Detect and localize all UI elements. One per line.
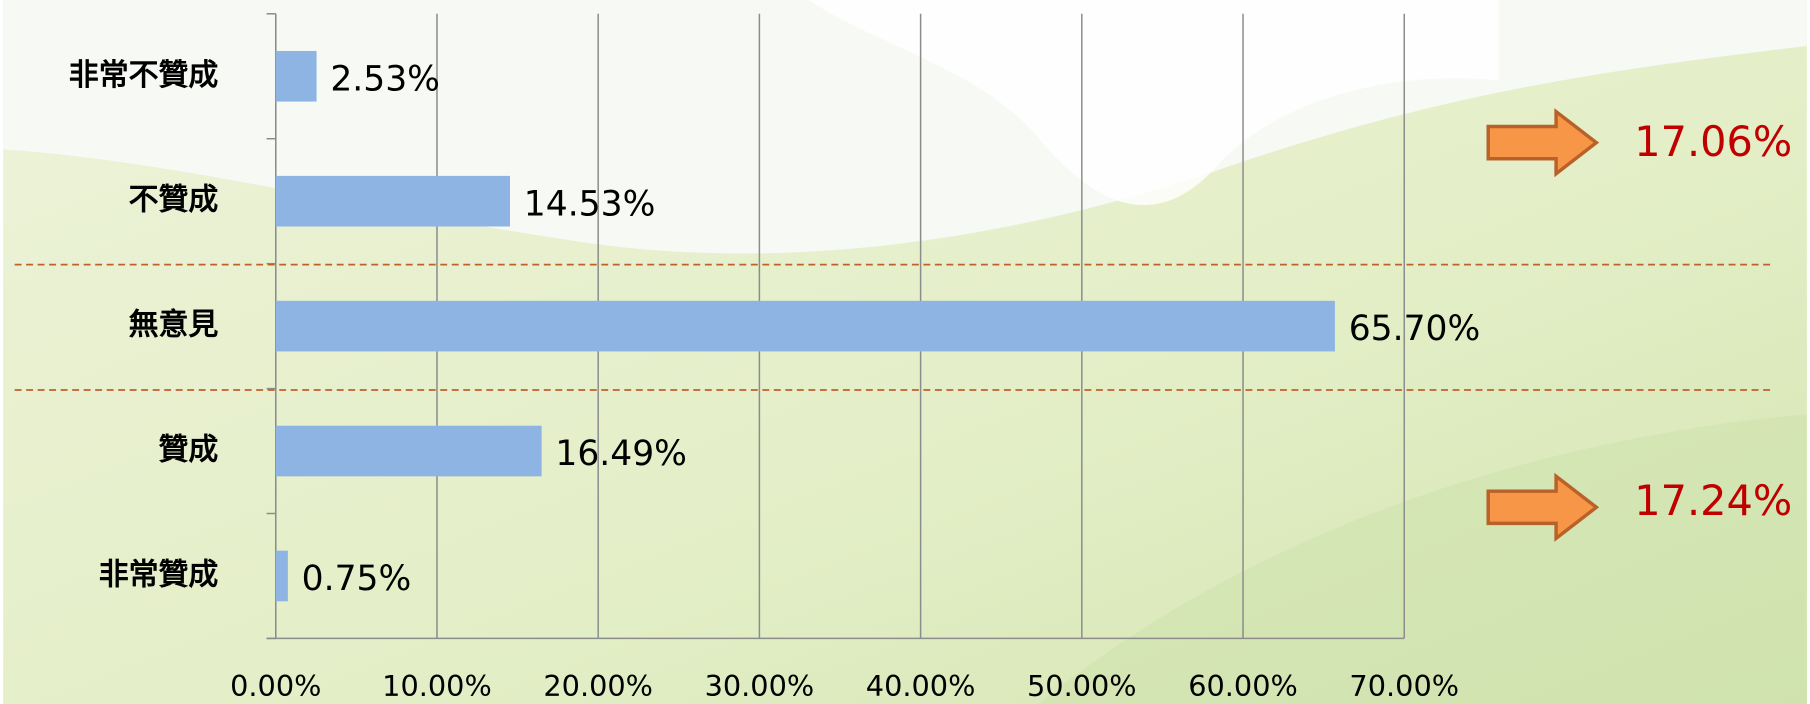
y-tick-label: 無意見 — [129, 308, 219, 343]
x-tick-label: 30.00% — [705, 669, 815, 703]
hill — [1038, 414, 1807, 704]
bar — [275, 300, 1335, 352]
annotation: 17.06% — [1634, 118, 1792, 166]
annotation: 17.24% — [1634, 477, 1792, 525]
x-tick-label: 70.00% — [1349, 669, 1459, 703]
y-tick-label: 不贊成 — [129, 183, 219, 218]
x-tick-label: 60.00% — [1188, 669, 1298, 703]
value-label: 2.53% — [330, 59, 440, 99]
bar — [275, 425, 542, 477]
value-label: 16.49% — [555, 434, 687, 474]
value-label: 65.70% — [1349, 309, 1481, 349]
x-tick-label: 10.00% — [382, 669, 492, 703]
arrow — [1486, 108, 1600, 178]
y-tick-label: 非常贊成 — [99, 557, 219, 592]
bar — [275, 175, 511, 227]
cloud — [808, 0, 1499, 206]
y-tick-label: 贊成 — [158, 433, 218, 468]
plot: 0.00% 10.00% 20.00% 30.00% 40.00% 50.00% 60.00… — [69, 13, 1481, 703]
x-tick-label: 20.00% — [543, 669, 653, 703]
bar — [275, 50, 317, 102]
arrow — [1486, 472, 1600, 542]
y-tick-label: 非常不贊成 — [69, 58, 219, 93]
bar — [275, 550, 288, 602]
value-label: 14.53% — [524, 184, 656, 224]
value-label: 0.75% — [302, 559, 412, 599]
x-tick-label: 50.00% — [1027, 669, 1137, 703]
x-tick-label: 0.00% — [230, 669, 321, 703]
x-tick-label: 40.00% — [866, 669, 976, 703]
